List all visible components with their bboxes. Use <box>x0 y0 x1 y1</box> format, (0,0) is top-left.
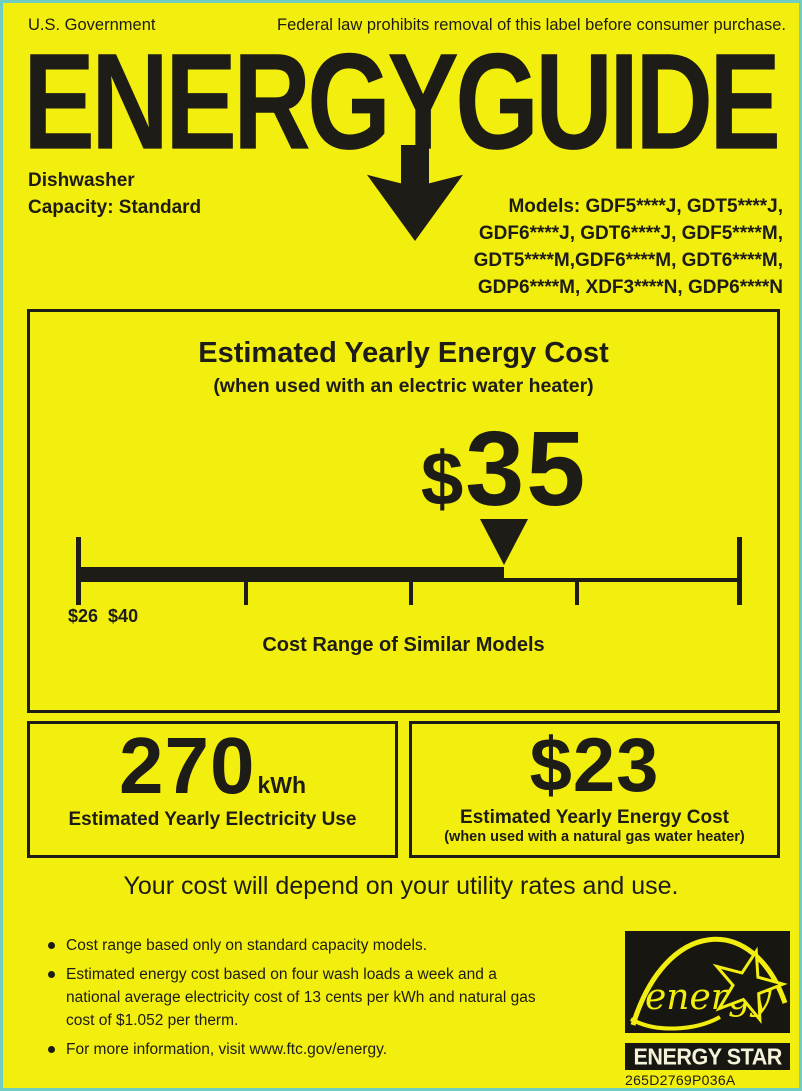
footnotes-list: Cost range based only on standard capaci… <box>48 934 606 1067</box>
electricity-unit: kWh <box>257 772 307 798</box>
gas-cost-value: $23 <box>529 723 660 808</box>
scale-range-labels: $26 $40 <box>68 606 148 627</box>
range-high-label: $40 <box>108 606 139 626</box>
scale-bar-line <box>503 578 740 582</box>
scale-caption: Cost Range of Similar Models <box>262 634 545 656</box>
dollar-sign: $ <box>420 437 466 522</box>
electricity-value-row: 270 kWh <box>30 726 395 806</box>
list-item: Cost range based only on standard capaci… <box>48 934 606 957</box>
scale-tick-mid <box>574 582 579 605</box>
energy-star-bar: ENERGY STAR <box>625 1043 790 1070</box>
scale-tick-mid <box>243 582 248 605</box>
appliance-type-text: Dishwasher Capacity: Standard <box>28 170 202 218</box>
utility-note: Your cost will depend on your utility ra… <box>123 872 679 900</box>
us-government-text: U.S. Government <box>28 16 156 34</box>
electricity-use-box: 270 kWh Estimated Yearly Electricity Use <box>27 721 398 858</box>
energy-star-logo: energy ENERGY STAR 265D2769P036A <box>625 931 790 1088</box>
bullet-text: For more information, visit www.ftc.gov/… <box>66 1041 388 1058</box>
electricity-value: 270 <box>118 721 256 810</box>
list-item: Estimated energy cost based on four wash… <box>48 963 606 1032</box>
value-pointer-icon <box>479 519 528 565</box>
federal-notice-text: Federal law prohibits removal of this la… <box>276 16 786 34</box>
cost-box-title: Estimated Yearly Energy Cost <box>198 337 609 369</box>
bullet-icon <box>48 942 55 949</box>
energy-star-label: ENERGY STAR <box>633 1042 782 1070</box>
star-icon <box>712 946 788 1025</box>
part-number: 265D2769P036A <box>625 1072 736 1088</box>
bullet-icon <box>48 1046 55 1053</box>
gas-cost-sublabel: (when used with a natural gas water heat… <box>444 829 745 845</box>
list-item: For more information, visit www.ftc.gov/… <box>48 1038 606 1061</box>
bullet-text: Estimated energy cost based on four wash… <box>66 966 536 1029</box>
bullet-icon <box>48 971 55 978</box>
gas-cost-label: Estimated Yearly Energy Cost <box>460 807 729 828</box>
scale-tick-right <box>737 537 742 605</box>
scale-tick-mid <box>409 582 413 605</box>
yearly-energy-cost-box: Estimated Yearly Energy Cost (when used … <box>27 309 780 713</box>
cost-number: 35 <box>465 410 588 528</box>
range-low-label: $26 <box>68 606 99 626</box>
gas-cost-box: $23 Estimated Yearly Energy Cost (when u… <box>409 721 780 858</box>
bullet-text: Cost range based only on standard capaci… <box>66 937 428 954</box>
energy-star-mark-icon: energy <box>625 931 790 1033</box>
electricity-label: Estimated Yearly Electricity Use <box>68 809 357 830</box>
scale-bar-filled <box>78 567 504 582</box>
estimated-cost-value: $35 <box>173 413 799 525</box>
model-numbers-text: Models: GDF5****J, GDT5****J, GDF6****J,… <box>473 196 783 298</box>
cost-range-scale <box>76 519 742 607</box>
cost-box-subtitle: (when used with an electric water heater… <box>213 375 594 397</box>
